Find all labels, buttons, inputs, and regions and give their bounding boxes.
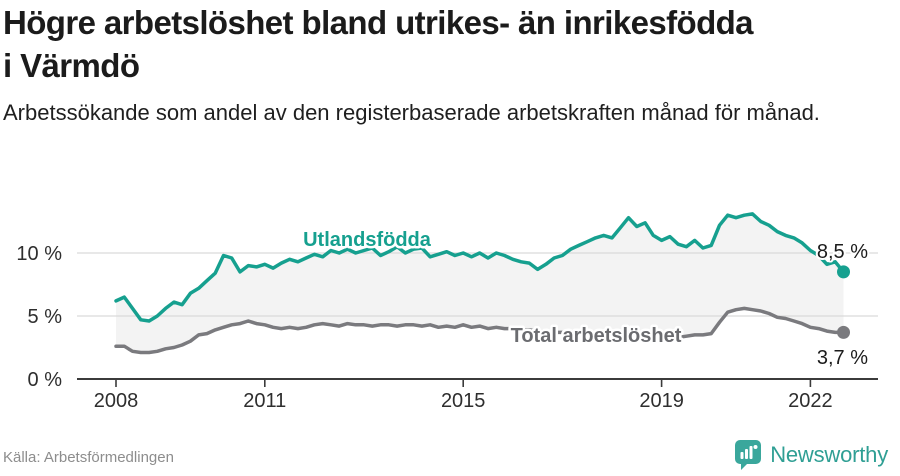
y-tick-label: 10 % [16,243,62,265]
series-line-utlandsfodda [114,212,846,323]
area-between-series [116,213,844,353]
x-tick-label: 2008 [94,390,139,412]
source-note: Källa: Arbetsförmedlingen [3,449,174,466]
newsworthy-wordmark: Newsworthy [770,441,888,467]
series-label-total: Total arbetslöshet [511,325,682,347]
x-tick-label: 2011 [243,390,286,412]
end-value-label-total: 3,7 % [817,347,868,369]
x-tick-label: 2019 [639,390,684,412]
x-tick-label: 2022 [788,390,833,412]
end-value-label-utlandsfodda: 8,5 % [817,241,868,263]
page-subtitle: Arbetssökande som andel av den registerb… [3,99,820,125]
end-dot-utlandsfodda [837,265,850,279]
y-tick-label: 0 % [28,369,63,391]
y-tick-label: 5 % [28,306,63,328]
series-label-utlandsfodda: Utlandsfödda [303,229,432,251]
newsworthy-icon [735,440,762,470]
x-tick-label: 2015 [441,390,486,412]
newsworthy-logo[interactable]: Newsworthy [734,439,888,470]
page-title: Högre arbetslöshet bland utrikes- än inr… [3,4,754,84]
series-line-total [114,306,846,355]
end-dot-total [837,325,850,339]
